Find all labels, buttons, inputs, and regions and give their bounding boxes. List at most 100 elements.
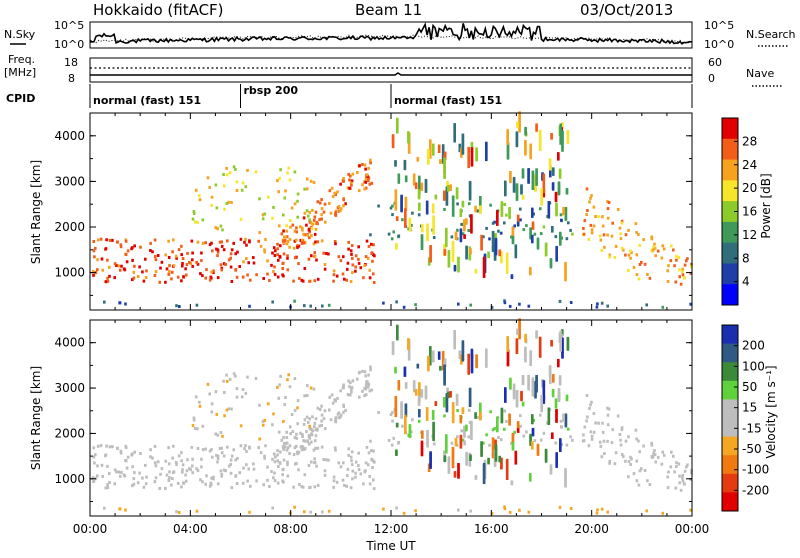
power-cell: [453, 132, 456, 136]
velocity-cell: [561, 350, 564, 354]
power-cell: [521, 168, 525, 172]
power-cell: [467, 165, 470, 169]
velocity-cell: [124, 459, 128, 463]
velocity-cell: [369, 439, 372, 443]
velocity-cell: [559, 443, 562, 447]
power-cell: [679, 282, 683, 286]
power-cell: [561, 145, 564, 149]
velocity-cell: [188, 467, 191, 471]
velocity-cell: [542, 394, 546, 398]
velocity-cell: [590, 434, 594, 438]
velocity-cell: [347, 453, 350, 457]
velocity-cell: [387, 439, 391, 442]
power-cell: [391, 141, 395, 145]
velocity-cell: [426, 435, 429, 439]
power-cell: [431, 210, 435, 214]
velocity-cell: [364, 374, 367, 378]
velocity-cell: [451, 452, 455, 456]
y-tick-label: 4000: [54, 129, 85, 143]
power-cell: [459, 212, 463, 216]
velocity-cell: [547, 422, 551, 425]
velocity-cell: [296, 422, 299, 426]
power-cell: [561, 124, 564, 128]
power-cell: [288, 237, 292, 241]
velocity-cell: [461, 409, 465, 413]
velocity-cell: [144, 463, 147, 467]
velocity-cell: [420, 392, 424, 396]
power-cell: [431, 207, 435, 210]
power-cell: [370, 242, 373, 246]
power-cell: [195, 303, 199, 307]
velocity-cell: [445, 405, 449, 409]
power-cell: [459, 214, 463, 217]
velocity-cell: [307, 464, 311, 467]
velocity-cell: [564, 418, 568, 422]
power-cell: [551, 229, 554, 233]
velocity-cell: [514, 456, 518, 460]
velocity-cell: [453, 342, 456, 346]
velocity-cell: [320, 445, 324, 449]
power-cell: [470, 227, 473, 230]
power-cell: [391, 136, 395, 139]
power-cell: [552, 172, 555, 176]
velocity-cell: [544, 457, 548, 461]
power-cell: [194, 220, 197, 224]
velocity-cell: [396, 326, 399, 330]
power-cell: [521, 170, 525, 174]
velocity-cell: [494, 458, 498, 462]
velocity-cell: [540, 407, 543, 411]
velocity-cell: [555, 464, 558, 468]
power-cell: [397, 178, 401, 182]
velocity-cell: [156, 460, 160, 464]
velocity-cell: [276, 459, 279, 463]
power-cell: [421, 229, 424, 233]
velocity-cell: [457, 475, 460, 479]
velocity-cell: [542, 396, 546, 400]
power-cell: [432, 220, 435, 224]
velocity-cell: [403, 372, 407, 376]
power-cell: [281, 267, 284, 270]
velocity-cell: [480, 453, 483, 457]
velocity-cell: [559, 348, 562, 352]
velocity-cell: [282, 458, 286, 462]
power-cell: [427, 262, 431, 266]
cpid-segment-label: rbsp 200: [244, 84, 299, 97]
power-cell: [508, 210, 511, 214]
velocity-cell: [365, 445, 369, 449]
power-cell: [351, 263, 355, 267]
power-cell: [686, 257, 689, 261]
power-cell: [288, 245, 291, 249]
power-cell: [417, 194, 421, 198]
velocity-cell: [662, 453, 666, 457]
power-cell: [132, 276, 136, 280]
velocity-cell: [505, 477, 509, 480]
power-cell: [394, 198, 398, 202]
power-cell: [418, 186, 421, 190]
power-cell: [470, 145, 474, 149]
power-cell: [509, 174, 512, 178]
power-cell: [115, 264, 118, 267]
power-cell: [534, 187, 537, 191]
colorbar-tick-label: 200: [742, 339, 765, 353]
power-cell: [404, 208, 407, 212]
power-cell: [426, 238, 429, 242]
velocity-cell: [480, 446, 483, 450]
velocity-cell: [690, 471, 693, 475]
velocity-cell: [491, 455, 495, 459]
power-cell: [391, 134, 395, 138]
velocity-cell: [531, 384, 535, 388]
power-cell: [504, 189, 507, 193]
velocity-cell: [361, 389, 364, 393]
velocity-cell: [314, 417, 318, 421]
velocity-cell: [463, 442, 466, 446]
velocity-cell: [255, 479, 258, 483]
time-xaxis: 00:00 04:00 08:00 12:00 16:00 20:00 00:00: [73, 113, 709, 536]
velocity-cell: [407, 355, 411, 359]
power-cell: [432, 215, 435, 219]
nsearch-tick-bottom: 10^0: [704, 38, 734, 51]
velocity-cell: [339, 465, 343, 469]
power-cell: [500, 210, 504, 214]
power-cell: [391, 213, 394, 217]
power-cell: [494, 247, 498, 250]
